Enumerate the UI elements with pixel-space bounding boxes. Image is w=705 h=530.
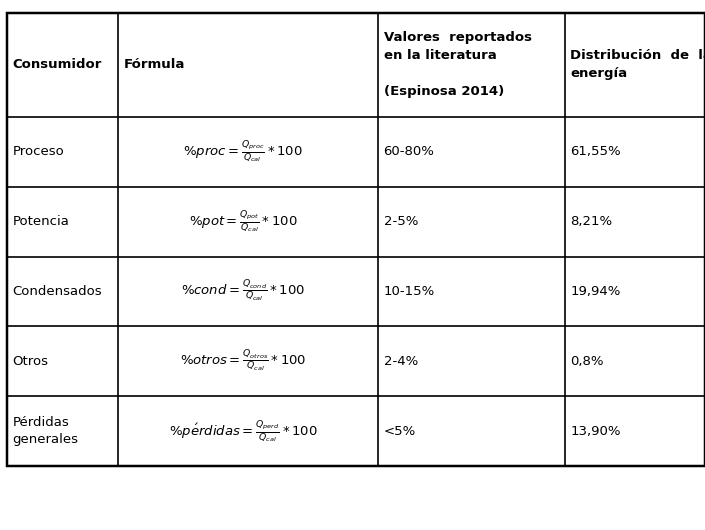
Text: Condensados: Condensados	[13, 285, 102, 298]
Text: $\%pot = \frac{Q_{pot}}{Q_{cal}} * 100$: $\%pot = \frac{Q_{pot}}{Q_{cal}} * 100$	[189, 208, 298, 235]
Text: Pérdidas
generales: Pérdidas generales	[13, 417, 79, 446]
Text: 19,94%: 19,94%	[570, 285, 620, 298]
Text: 8,21%: 8,21%	[570, 215, 613, 228]
Text: Proceso: Proceso	[13, 145, 64, 158]
Text: Otros: Otros	[13, 355, 49, 368]
Text: 13,90%: 13,90%	[570, 425, 621, 438]
Text: 0,8%: 0,8%	[570, 355, 604, 368]
Text: Valores  reportados
en la literatura

(Espinosa 2014): Valores reportados en la literatura (Esp…	[384, 31, 532, 99]
Text: 10-15%: 10-15%	[384, 285, 435, 298]
Text: $\%otros = \frac{Q_{otros}}{Q_{cal}} * 100$: $\%otros = \frac{Q_{otros}}{Q_{cal}} * 1…	[180, 349, 306, 374]
Text: $\%p\acute{e}rdidas = \frac{Q_{perd}}{Q_{cal}} * 100$: $\%p\acute{e}rdidas = \frac{Q_{perd}}{Q_…	[168, 418, 317, 445]
Text: 61,55%: 61,55%	[570, 145, 621, 158]
Text: 2-4%: 2-4%	[384, 355, 418, 368]
Text: Consumidor: Consumidor	[13, 58, 102, 72]
Bar	[7, 13, 705, 466]
Text: 2-5%: 2-5%	[384, 215, 418, 228]
Text: $\%cond = \frac{Q_{cond}}{Q_{cal}} * 100$: $\%cond = \frac{Q_{cond}}{Q_{cal}} * 100…	[181, 279, 305, 304]
Text: 60-80%: 60-80%	[384, 145, 434, 158]
Text: Distribución  de  la
energía: Distribución de la energía	[570, 49, 705, 81]
Text: Fórmula: Fórmula	[124, 58, 185, 72]
Text: $\%proc = \frac{Q_{proc}}{Q_{cal}} * 100$: $\%proc = \frac{Q_{proc}}{Q_{cal}} * 100…	[183, 138, 303, 165]
Text: Potencia: Potencia	[13, 215, 70, 228]
Text: <5%: <5%	[384, 425, 416, 438]
